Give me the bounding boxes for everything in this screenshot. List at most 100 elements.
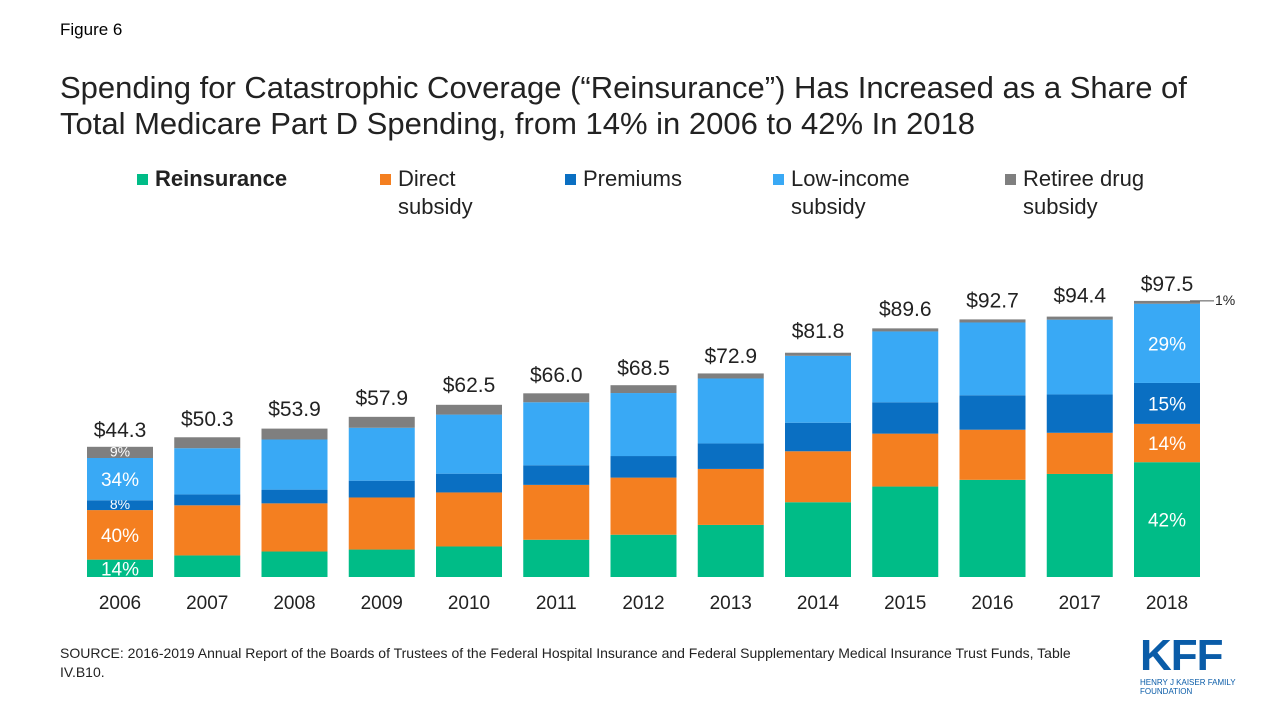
total-label: $68.5 xyxy=(617,357,670,380)
bar-segment xyxy=(872,331,939,403)
figure-label: Figure 6 xyxy=(60,20,123,39)
legend-item: Reinsurance xyxy=(137,165,357,193)
total-label: $66.0 xyxy=(530,364,583,387)
legend-swatch xyxy=(1005,174,1016,185)
total-label: $72.9 xyxy=(704,345,757,368)
logo: KFF HENRY J KAISER FAMILY FOUNDATION xyxy=(1140,631,1240,697)
x-tick-label: 2011 xyxy=(536,593,577,614)
bar-segment xyxy=(959,319,1026,323)
legend-item: Retiree drug subsidy xyxy=(1005,165,1205,221)
value-label: 15% xyxy=(1148,394,1186,415)
legend-swatch xyxy=(565,174,576,185)
x-tick-label: 2008 xyxy=(273,593,315,614)
legend-swatch xyxy=(137,174,148,185)
bar-segment xyxy=(261,551,328,577)
bar-segment xyxy=(348,480,415,498)
bar-segment xyxy=(348,427,415,481)
logo-subtitle: HENRY J KAISER FAMILY FOUNDATION xyxy=(1140,678,1236,696)
legend-item: Direct subsidy xyxy=(380,165,530,221)
bar-segment xyxy=(348,416,415,428)
value-label: 34% xyxy=(101,470,139,491)
total-label: $89.6 xyxy=(879,298,932,321)
bar-segment xyxy=(523,402,590,466)
x-tick-label: 2014 xyxy=(797,593,840,614)
bar-segment xyxy=(523,393,590,403)
value-label: 40% xyxy=(101,526,139,547)
bar-segment xyxy=(697,524,764,577)
bar-segment xyxy=(959,479,1026,577)
bar-segment xyxy=(1134,303,1200,383)
bar-segment xyxy=(610,385,677,394)
bar-segment xyxy=(174,448,241,495)
total-label: $92.7 xyxy=(966,289,1019,312)
bar-segment xyxy=(872,328,939,332)
bar-segment xyxy=(174,437,241,449)
bar-segment xyxy=(87,458,153,501)
bar-segment xyxy=(959,395,1026,430)
value-label: 9% xyxy=(110,443,130,459)
x-tick-label: 2007 xyxy=(186,593,228,614)
total-label: $62.5 xyxy=(443,374,496,397)
bar-segment xyxy=(785,422,851,452)
bar-segment xyxy=(1046,432,1113,474)
bar-segment xyxy=(1134,300,1200,304)
source-note: SOURCE: 2016-2019 Annual Report of the B… xyxy=(60,645,1071,680)
bar-segment xyxy=(348,549,415,577)
bar-segment xyxy=(610,534,677,577)
bar-segment xyxy=(1134,423,1200,463)
total-label: $53.9 xyxy=(268,398,321,421)
legend-swatch xyxy=(773,174,784,185)
bar-segment xyxy=(1134,382,1200,424)
total-label: $50.3 xyxy=(181,408,234,431)
x-tick-label: 2015 xyxy=(884,593,926,614)
chart: 14%40%8%34%9%$44.32006$50.32007$53.92008… xyxy=(87,273,1235,614)
legend-item: Low-income subsidy xyxy=(773,165,973,221)
x-tick-label: 2012 xyxy=(622,593,664,614)
bar-segment xyxy=(174,494,241,506)
bar-segment xyxy=(436,473,502,493)
bar-segment xyxy=(174,555,241,577)
bar-segment xyxy=(785,451,851,503)
x-tick-label: 2013 xyxy=(710,593,752,614)
x-tick-label: 2006 xyxy=(99,593,141,614)
bar-segment xyxy=(87,446,153,458)
bar-segment xyxy=(697,378,764,444)
bar-segment xyxy=(872,486,939,577)
bar-segment xyxy=(436,492,502,547)
bar-segment xyxy=(1046,316,1113,320)
bar-segment xyxy=(348,497,415,550)
bar-segment xyxy=(436,404,502,415)
bar-segment xyxy=(610,393,677,457)
bar-segment xyxy=(261,428,328,440)
bar-segment xyxy=(261,489,328,504)
logo-mark: KFF xyxy=(1140,631,1224,680)
value-label: 42% xyxy=(1148,511,1186,532)
total-label: $44.3 xyxy=(94,419,147,442)
value-label: 14% xyxy=(1148,434,1186,455)
bar-segment xyxy=(785,355,851,423)
bar-segment xyxy=(1046,394,1113,433)
bar-segment xyxy=(785,352,851,356)
bar-segment xyxy=(959,429,1026,480)
bar-segment xyxy=(1046,319,1113,395)
bar-segment xyxy=(959,322,1026,396)
legend-item: Premiums xyxy=(565,165,745,193)
value-label: 14% xyxy=(101,559,139,580)
legend-label: Reinsurance xyxy=(155,166,288,191)
total-label: $97.5 xyxy=(1141,273,1194,296)
legend-label: Direct subsidy xyxy=(398,166,473,219)
x-tick-label: 2017 xyxy=(1059,593,1101,614)
value-label: 1% xyxy=(1215,292,1235,308)
bar-segment xyxy=(697,468,764,525)
legend-swatch xyxy=(380,174,391,185)
legend-label: Retiree drug subsidy xyxy=(1023,166,1145,219)
value-label: 29% xyxy=(1148,334,1186,355)
bar-segment xyxy=(697,443,764,469)
bar-segment xyxy=(174,505,241,556)
chart-title: Spending for Catastrophic Coverage (“Rei… xyxy=(60,70,1187,141)
bar-segment xyxy=(261,439,328,490)
bar-segment xyxy=(523,465,590,485)
legend-label: Low-income subsidy xyxy=(791,166,910,219)
bar-segment xyxy=(87,510,153,560)
